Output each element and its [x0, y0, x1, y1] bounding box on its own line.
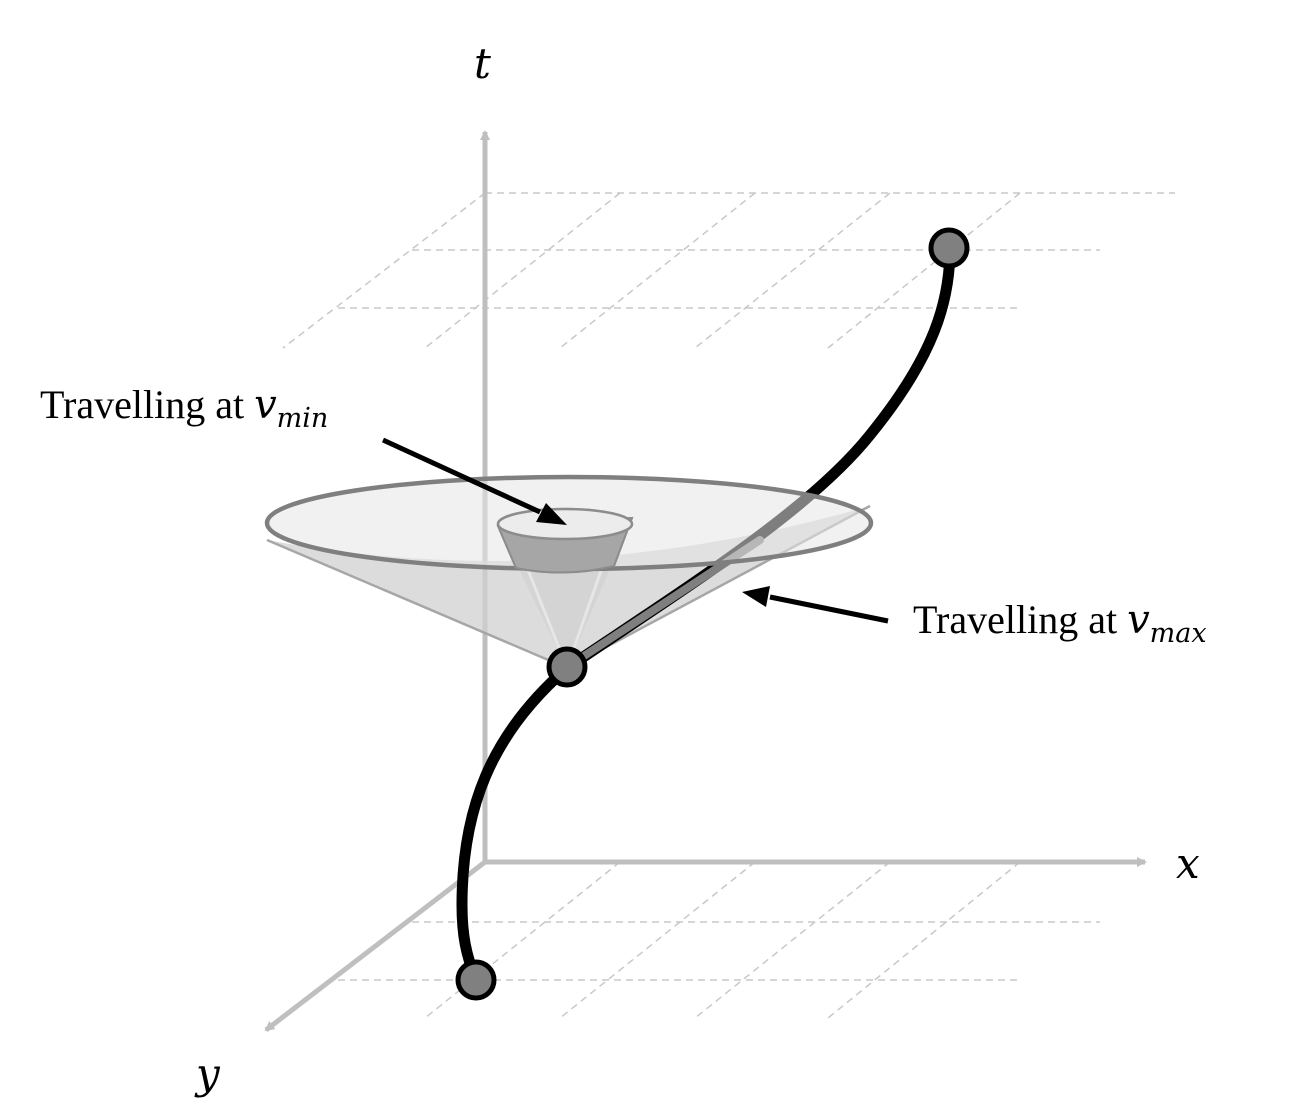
x-axis-label: x	[1176, 839, 1200, 888]
y-axis	[264, 860, 487, 1032]
lower-grid-plane	[338, 861, 1100, 1019]
waypoint-start	[455, 959, 497, 1001]
waypoint-middle	[546, 646, 588, 688]
arrowhead-max	[742, 586, 770, 607]
arrowhead-min	[536, 503, 567, 525]
upper-grid-plane	[282, 192, 1175, 349]
annotation-arrows	[381, 437, 889, 624]
label-travelling-vmin: Travelling at vmin	[40, 382, 328, 434]
t-axis-label: t	[474, 39, 491, 88]
waypoint-end	[928, 227, 970, 269]
label-travelling-vmax: Travelling at vmax	[913, 597, 1207, 649]
y-axis-label: y	[194, 1049, 221, 1098]
trajectory-lower	[456, 662, 573, 986]
